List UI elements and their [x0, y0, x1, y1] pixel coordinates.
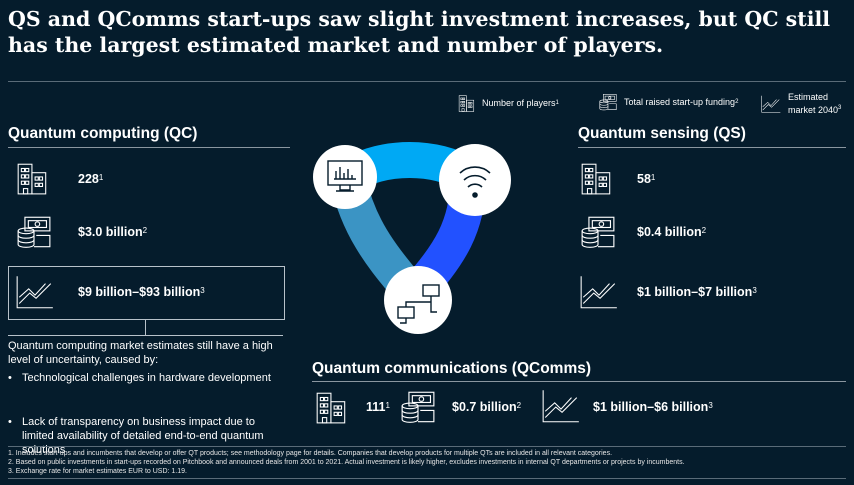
legend-funding: Total raised start-up funding 2: [598, 93, 738, 111]
legend-players: Number of players 1: [458, 93, 559, 113]
qc-players-icon: [16, 160, 50, 201]
monitor-icon: [327, 160, 363, 192]
qc-market-icon: [14, 274, 56, 315]
qc-note: Quantum computing market estimates still…: [8, 340, 273, 366]
qt-ring-graphic: [313, 142, 511, 334]
money-icon: [581, 216, 615, 248]
legend-players-label: Number of players: [482, 98, 556, 108]
legend-funding-label: Total raised start-up funding: [624, 97, 736, 107]
qcomms-circle: [384, 266, 452, 334]
qc-players: 228 1: [78, 172, 104, 186]
qs-funding-icon: [578, 215, 618, 254]
qc-bullet-2: Lack of transparency on business impact …: [8, 415, 280, 457]
chart-icon: [761, 95, 781, 113]
qs-players: 58 1: [637, 172, 656, 186]
qcomms-players: 111 1: [366, 400, 390, 414]
qcomms-market: $1 billion–$6 billion 3: [593, 400, 713, 414]
chart-icon: [542, 389, 580, 423]
qc-connector: [145, 319, 146, 335]
building-icon: [458, 95, 475, 112]
qc-funding-icon: [14, 215, 54, 254]
qs-heading-rule: [578, 147, 846, 148]
title-divider: [8, 81, 846, 82]
qcomms-players-icon: [315, 389, 349, 430]
qcomms-market-icon: [540, 388, 582, 429]
qc-funding: $3.0 billion 2: [78, 225, 148, 239]
qs-funding: $0.4 billion 2: [637, 225, 707, 239]
qcomms-funding-icon: [398, 390, 438, 429]
network-icon: [397, 284, 440, 324]
qs-players-icon: [580, 160, 614, 201]
legend-funding-sup: 2: [735, 99, 739, 105]
qc-note-rule: [8, 335, 283, 336]
building-icon: [316, 392, 346, 424]
qs-market-icon: [578, 274, 620, 315]
qc-heading: Quantum computing (QC): [8, 125, 198, 142]
building-icon: [581, 163, 611, 195]
qs-circle: [439, 144, 511, 216]
qc-market-box: [8, 266, 285, 320]
bottom-divider: [8, 478, 846, 479]
legend-market: Estimated market 20403: [760, 92, 848, 116]
footnote-3: 3. Exchange rate for market estimates EU…: [8, 468, 187, 475]
qc-market: $9 billion–$93 billion 3: [78, 285, 205, 299]
footnote-1: 1. Includes start-ups and incumbents tha…: [8, 450, 613, 457]
qcomms-heading: Quantum communications (QComms): [312, 360, 592, 377]
legend-market-label: Estimated market 20403: [788, 92, 842, 115]
money-icon: [599, 94, 617, 111]
footnote-divider: [8, 446, 846, 447]
qc-circle: [313, 145, 377, 209]
qs-heading: Quantum sensing (QS): [578, 125, 746, 142]
footnotes: 1. Includes start-ups and incumbents tha…: [8, 449, 846, 476]
chart-icon: [16, 275, 54, 309]
footnote-2: 2. Based on public investments in start-…: [8, 459, 685, 466]
money-icon: [17, 216, 51, 248]
money-icon: [401, 391, 435, 423]
qcomms-funding: $0.7 billion 2: [452, 400, 522, 414]
chart-icon: [580, 275, 618, 309]
qs-market: $1 billion–$7 billion 3: [637, 285, 757, 299]
wifi-icon: [459, 166, 491, 198]
legend-players-sup: 1: [555, 100, 559, 106]
qc-heading-rule: [8, 147, 290, 148]
qc-bullet-1: Technological challenges in hardware dev…: [8, 371, 280, 385]
qcomms-heading-rule: [312, 381, 846, 382]
building-icon: [17, 163, 47, 195]
page-title: QS and QComms start-ups saw slight inves…: [8, 7, 831, 57]
